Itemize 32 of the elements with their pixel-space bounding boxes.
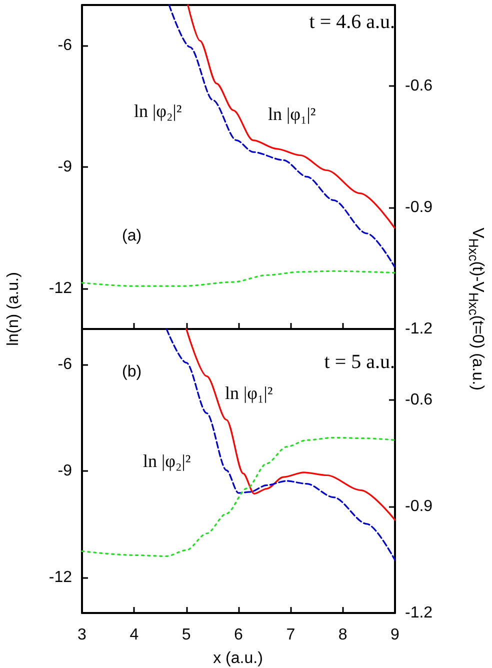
y2-tick-label: -1.2 [405,320,433,338]
y-axis-title: ln(n) (a.u.) [5,272,23,346]
y2-tick-label: -0.6 [405,392,433,408]
y-tick-label: -12 [48,280,72,297]
y-tick-label: -12 [48,569,72,586]
x-tick-label: 7 [286,626,296,644]
x-tick-label: 4 [130,626,139,644]
x-tick-label: 9 [390,626,400,644]
line-series [187,4,396,229]
y-tick-label: -6 [58,37,72,54]
y2-tick-label: -0.9 [405,199,433,216]
y-tick-label: -6 [58,356,72,373]
y2-tick-label: -1.2 [405,604,433,622]
y2-tick-label: -0.6 [405,78,433,94]
x-tick-label: 5 [182,626,191,644]
y-tick-label: -9 [58,158,72,176]
annotation: (a) [122,228,142,244]
x-tick-label: 3 [78,626,87,644]
line-series [81,270,396,287]
x-axis-title: x (a.u.) [213,650,263,668]
series-label: ln |φ₂|² [134,101,182,121]
y2-tick-label: -0.9 [405,498,433,515]
annotation: t = 4.6 a.u. [309,11,395,33]
x-tick-label: 8 [338,626,348,644]
line-series [81,436,396,557]
series-label: ln |φ₂|² [143,451,191,471]
annotation: (b) [122,364,142,380]
annotation: t = 5 a.u. [324,351,395,373]
x-tick-label: 6 [234,626,244,644]
series-label: ln |φ₁|² [225,383,273,403]
series-label: ln |φ₁|² [268,104,316,124]
y-tick-label: -9 [58,462,72,480]
